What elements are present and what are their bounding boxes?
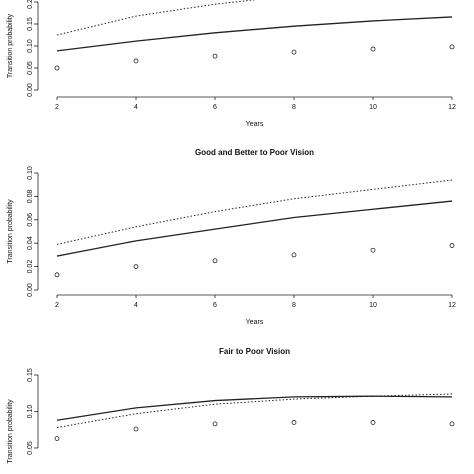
line [56,0,258,36]
line [56,200,453,257]
y-tick-label: 0.15 [27,368,34,382]
point [291,49,297,55]
point [449,421,455,427]
point [370,247,376,253]
point [449,44,455,50]
line [56,395,453,421]
x-tick-label: 2 [55,302,59,309]
point [449,243,455,248]
x-axis-title: Years [246,319,264,326]
y-tick-label: 0.02 [27,260,34,274]
y-axis-title: Transition probability [7,13,14,78]
chart-title: Fair to Poor Vision [219,347,290,356]
y-tick-label: 0.08 [27,189,34,203]
y-tick-label: 0.10 [27,405,34,419]
x-tick-label: 2 [55,104,59,111]
point [212,421,218,427]
point [291,420,297,425]
y-tick-label: 0.10 [27,39,34,53]
x-tick-label: 12 [448,104,456,111]
point [54,436,60,441]
y-tick-label: 0.04 [27,236,34,250]
y-axis-title: Transition probability [7,399,14,464]
x-tick-label: 6 [213,302,217,309]
point [54,65,60,71]
y-tick-label: 0.05 [27,61,34,75]
x-tick-label: 6 [213,104,217,111]
point [133,264,139,270]
point [54,272,60,278]
x-tick-label: 8 [292,104,296,111]
point [212,258,218,264]
x-tick-label: 4 [134,302,138,309]
y-tick-label: 0.05 [27,441,34,455]
point [212,53,218,59]
y-tick-label: 0.15 [27,17,34,31]
y-tick-label: 0.00 [27,83,34,97]
x-tick-label: 10 [369,302,377,309]
line [56,16,453,52]
point [370,420,376,425]
y-axis-title: Transition probability [7,199,14,264]
x-tick-label: 8 [292,302,296,309]
y-tick-label: 0.06 [27,213,34,227]
point [291,252,297,258]
point [370,46,376,52]
line [56,393,453,429]
chart-title: Good and Better to Poor Vision [195,148,314,157]
point [133,58,139,64]
y-tick-label: 0.20 [27,0,34,9]
x-tick-label: 12 [448,302,456,309]
x-tick-label: 10 [369,104,377,111]
y-tick-label: 0.00 [27,283,34,297]
x-tick-label: 4 [134,104,138,111]
point [133,426,139,432]
x-axis-title: Years [246,121,264,128]
line [56,179,453,245]
y-tick-label: 0.10 [27,166,34,180]
